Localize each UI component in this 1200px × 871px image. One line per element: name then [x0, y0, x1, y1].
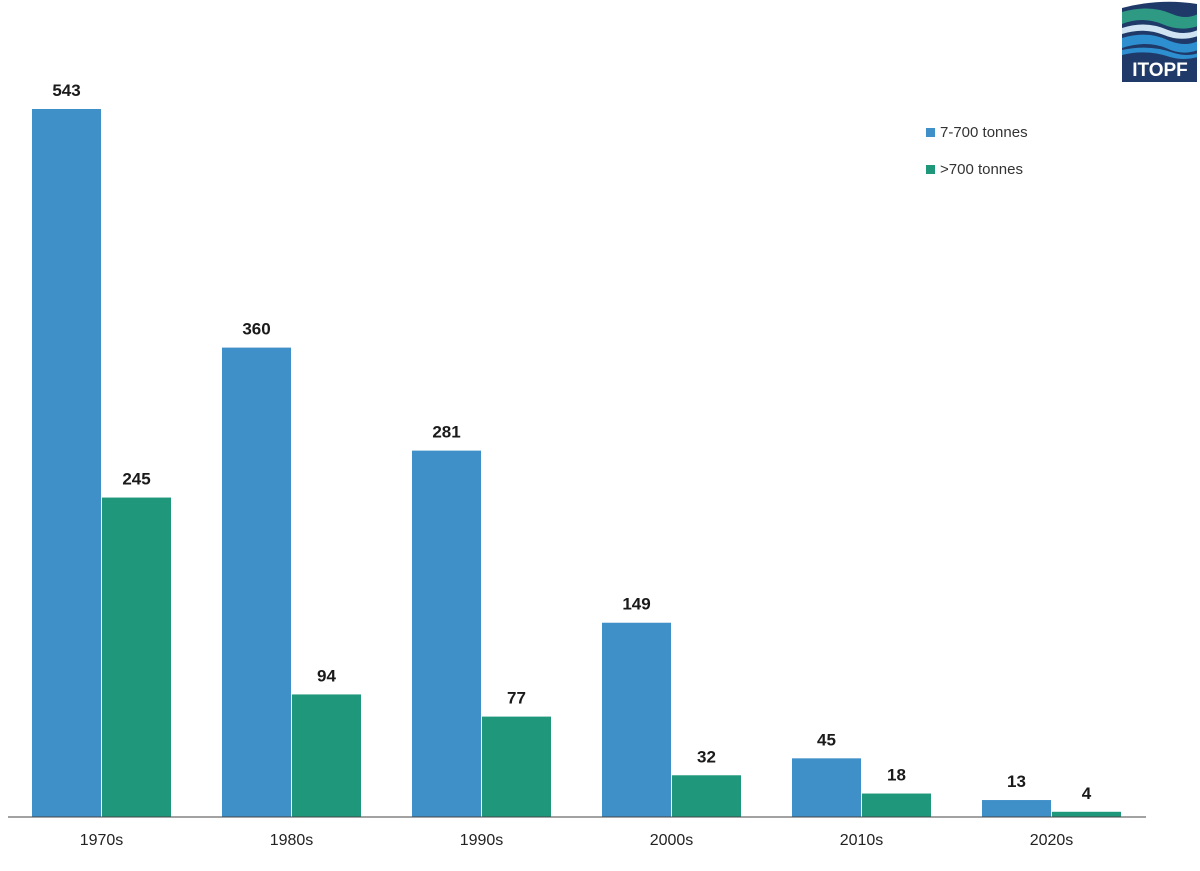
x-tick-label-1970s: 1970s: [80, 832, 124, 849]
data-label-2020s-series-1: 4: [1082, 784, 1092, 803]
legend-swatch-7-700: [926, 128, 935, 137]
data-label-1990s-series-0: 281: [432, 423, 460, 442]
logo-wave-blue: [1122, 34, 1197, 53]
x-tick-label-2020s: 2020s: [1030, 832, 1074, 849]
data-label-1970s-series-1: 245: [122, 470, 150, 489]
logo-wave-light: [1122, 24, 1197, 39]
bar-1980s-series-1: [292, 694, 361, 817]
itopf-logo: ITOPF: [1122, 1, 1197, 82]
data-label-2020s-series-0: 13: [1007, 772, 1026, 791]
bar-2000s-series-0: [602, 622, 671, 817]
x-tick-label-1980s: 1980s: [270, 832, 314, 849]
x-tick-label-2010s: 2010s: [840, 832, 884, 849]
data-label-1990s-series-1: 77: [507, 689, 526, 708]
bars-layer: [32, 109, 1121, 817]
data-label-2000s-series-0: 149: [622, 595, 650, 614]
bar-2020s-series-0: [982, 800, 1051, 817]
legend-swatch-over-700: [926, 165, 935, 174]
bar-2020s-series-1: [1052, 811, 1121, 817]
bar-2010s-series-1: [862, 793, 931, 817]
data-label-2010s-series-0: 45: [817, 730, 836, 749]
data-label-1980s-series-1: 94: [317, 666, 336, 685]
value-labels-layer: 543 245 360 94 281 77 149 32 45 18 13 4: [52, 81, 1091, 803]
logo-wave-blue-thin: [1122, 47, 1197, 59]
bar-1970s-series-0: [32, 109, 101, 817]
x-tick-label-1990s: 1990s: [460, 832, 504, 849]
logo-wave-green: [1122, 8, 1197, 29]
legend-label-7-700: 7-700 tonnes: [940, 124, 1028, 141]
data-label-2010s-series-1: 18: [887, 766, 906, 785]
x-tick-label-2000s: 2000s: [650, 832, 694, 849]
x-tick-labels: 1970s 1980s 1990s 2000s 2010s 2020s: [80, 832, 1074, 849]
bar-1990s-series-0: [412, 450, 481, 817]
bar-2000s-series-1: [672, 775, 741, 817]
data-label-1970s-series-0: 543: [52, 81, 80, 100]
legend-label-over-700: >700 tonnes: [940, 161, 1023, 178]
bar-1990s-series-1: [482, 716, 551, 817]
data-label-1980s-series-0: 360: [242, 320, 270, 339]
legend: 7-700 tonnes >700 tonnes: [926, 124, 1028, 178]
bar-1970s-series-1: [102, 497, 171, 817]
bar-1980s-series-0: [222, 347, 291, 817]
logo-text: ITOPF: [1132, 60, 1188, 81]
bar-2010s-series-0: [792, 758, 861, 817]
data-label-2000s-series-1: 32: [697, 747, 716, 766]
